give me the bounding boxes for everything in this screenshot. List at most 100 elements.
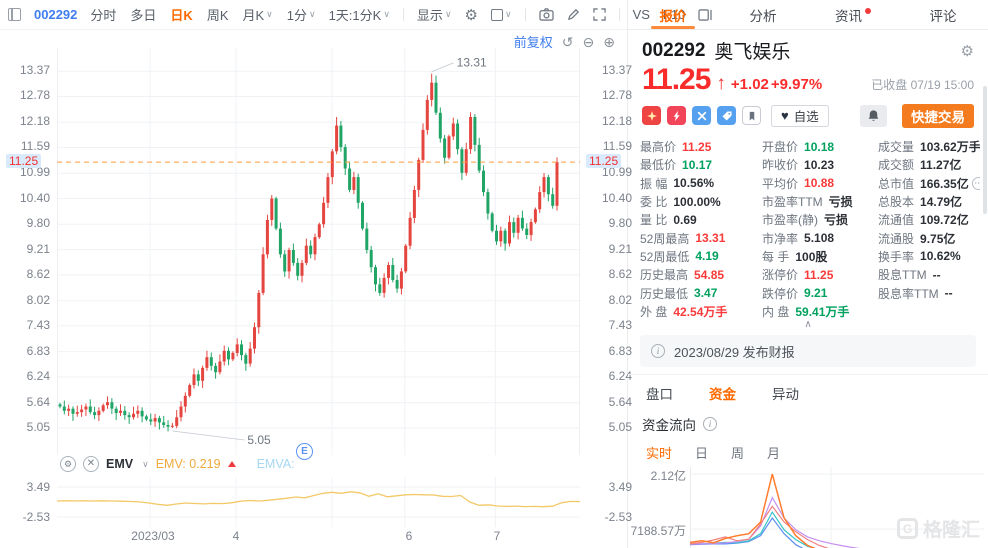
y-tick-label: 11.59 — [602, 139, 632, 154]
stat-label: 流通股 — [878, 231, 915, 246]
indicator-close-icon[interactable]: ✕ — [83, 456, 99, 472]
tab-label: 分析 — [749, 8, 777, 24]
stat-value: 11.25 — [682, 139, 712, 154]
undo-icon[interactable]: ↺ — [561, 33, 574, 50]
hot-badge[interactable] — [642, 106, 661, 125]
stat-label: 成交额 — [878, 158, 915, 173]
stat-cell: 涨停价 11.25 — [762, 266, 876, 284]
tab-分析[interactable]: 分析 — [718, 0, 808, 29]
chevron-down-icon: ∨ — [266, 9, 273, 19]
stat-cell: 换手率 10.62% — [878, 247, 980, 265]
detail-tabs: 盘口 资金 异动 — [628, 374, 988, 410]
tab-周K[interactable]: 周K — [207, 5, 229, 24]
stat-label: 市净率 — [762, 231, 799, 246]
tab-多日[interactable]: 多日 — [130, 5, 156, 24]
tab-日K[interactable]: 日K — [170, 5, 192, 24]
stat-value: 9.75亿 — [920, 231, 956, 246]
period-selector[interactable]: 1天:1分K ∨ — [328, 8, 390, 23]
x-tick-label: 7 — [493, 529, 501, 543]
collapse-stats-button[interactable]: ∧ — [804, 319, 812, 331]
tab-异动[interactable]: 异动 — [772, 387, 799, 403]
stat-cell: 每 手 100股 — [762, 247, 876, 265]
tab-评论[interactable]: 评论 — [898, 0, 988, 29]
fundflow-tab-实时[interactable]: 实时 — [646, 446, 673, 462]
settings-icon[interactable]: ⚙ — [464, 6, 478, 24]
y-tick-label: 6.24 — [608, 368, 632, 383]
alert-bell-button[interactable] — [860, 104, 887, 127]
adjust-mode-button[interactable]: 前复权 — [513, 35, 553, 50]
tab-label: 周K — [206, 8, 229, 23]
add-watchlist-button[interactable]: ♥ 自选 — [771, 104, 829, 127]
x-tick-label: 6 — [405, 529, 413, 543]
y-tick-label: 13.37 — [601, 63, 632, 78]
margin-badge[interactable] — [667, 106, 686, 125]
stat-value: 166.35亿 — [920, 176, 969, 191]
y-tick-label: 8.62 — [26, 266, 50, 281]
zoom-out-icon[interactable]: ⊖ — [582, 33, 595, 50]
stat-cell: 历史最低 3.47 — [640, 284, 760, 302]
current-price: 11.25 — [642, 63, 711, 96]
tab-1分[interactable]: 1分 ∨ — [287, 5, 316, 24]
zoom-in-icon[interactable]: ⊕ — [603, 33, 615, 50]
stat-value: -- — [944, 286, 953, 301]
y-tick-label: 9.80 — [26, 216, 50, 231]
stat-label: 每 手 — [762, 249, 790, 264]
tab-资讯[interactable]: 资讯 — [808, 0, 898, 29]
stats-grid: 最高价 11.25 开盘价 10.18 成交量 103.62万手 最低价 10.17 昨收价 10… — [628, 133, 988, 321]
y-tick-label: 5.64 — [608, 394, 632, 409]
sidebar-toggle-icon[interactable] — [8, 8, 21, 21]
scrollbar-thumb[interactable] — [983, 86, 987, 214]
y-tick-label: 5.05 — [26, 419, 50, 434]
stat-label: 换手率 — [878, 249, 915, 264]
indicator-settings-icon[interactable]: ⚙ — [60, 456, 76, 472]
stat-label: 开盘价 — [762, 140, 799, 155]
indicator-name[interactable]: EMV — [106, 457, 134, 471]
chevron-down-icon: ∨ — [444, 9, 452, 19]
fundflow-y-label-top: 2.12亿 — [650, 468, 686, 483]
svg-text:13.31: 13.31 — [457, 56, 487, 70]
stat-label: 市盈率TTM — [762, 195, 823, 210]
fundflow-tab-周[interactable]: 周 — [731, 446, 745, 462]
tab-盘口[interactable]: 盘口 — [646, 387, 673, 403]
y-tick-label: 7.43 — [26, 317, 50, 332]
chart-type-selector[interactable]: ∨ — [490, 8, 512, 21]
stock-code: 002292 — [642, 39, 706, 61]
stat-cell: 开盘价 10.18 — [762, 138, 876, 156]
gear-icon[interactable]: ⚙ — [960, 42, 974, 60]
indicator-header: ⚙ ✕ EMV ∨ EMV: 0.219 EMVA: — [60, 454, 295, 474]
tab-分时[interactable]: 分时 — [90, 5, 116, 24]
display-menu[interactable]: 显示 ∨ — [416, 8, 452, 23]
ellipsis-more-icon[interactable]: ⋯ — [971, 176, 980, 190]
y-tick-label: 12.18 — [601, 114, 632, 129]
stat-cell: 成交额 11.27亿 — [878, 156, 980, 174]
info-icon[interactable]: i — [703, 417, 717, 432]
tab-label: 月K — [242, 8, 265, 23]
bookmark-badge[interactable] — [742, 106, 761, 125]
y-tick-label: 6.83 — [26, 343, 50, 358]
emv-indicator-chart[interactable] — [56, 477, 581, 532]
kline-chart[interactable]: 13.31 5.05 — [57, 48, 580, 460]
quote-panel: 报价 分析 资讯 评论 002292 奥飞娱乐 ⚙ 11.25 ↑ +1.02 +9.… — [628, 0, 988, 548]
tab-报价[interactable]: 报价 — [628, 0, 718, 29]
quick-trade-button[interactable]: 快捷交易 — [902, 103, 974, 128]
notice-bar[interactable]: i 2023/08/29 发布财报 — [640, 335, 976, 368]
draw-pencil-icon[interactable] — [567, 8, 580, 21]
price-change: +1.02 — [730, 76, 769, 93]
chevron-down-icon[interactable]: ∨ — [142, 458, 149, 469]
stat-value: 亏损 — [824, 213, 849, 228]
title-row: 002292 奥飞娱乐 ⚙ — [628, 30, 988, 64]
tab-月K[interactable]: 月K ∨ — [242, 5, 272, 24]
fullscreen-icon[interactable] — [592, 8, 606, 21]
screenshot-icon[interactable] — [538, 8, 554, 21]
event-badge[interactable]: E — [296, 443, 313, 460]
tag-badge[interactable] — [717, 106, 736, 125]
stat-cell: 52周最低 4.19 — [640, 247, 760, 265]
fundflow-tab-日[interactable]: 日 — [695, 446, 709, 462]
connect-badge[interactable] — [692, 106, 711, 125]
fundflow-chart[interactable] — [689, 467, 984, 548]
tab-资金[interactable]: 资金 — [709, 387, 736, 403]
stat-value: 5.108 — [804, 231, 835, 246]
market-status: 已收盘 07/19 15:00 — [871, 78, 974, 92]
fundflow-tab-月[interactable]: 月 — [767, 446, 781, 462]
stat-label: 总股本 — [878, 195, 915, 210]
